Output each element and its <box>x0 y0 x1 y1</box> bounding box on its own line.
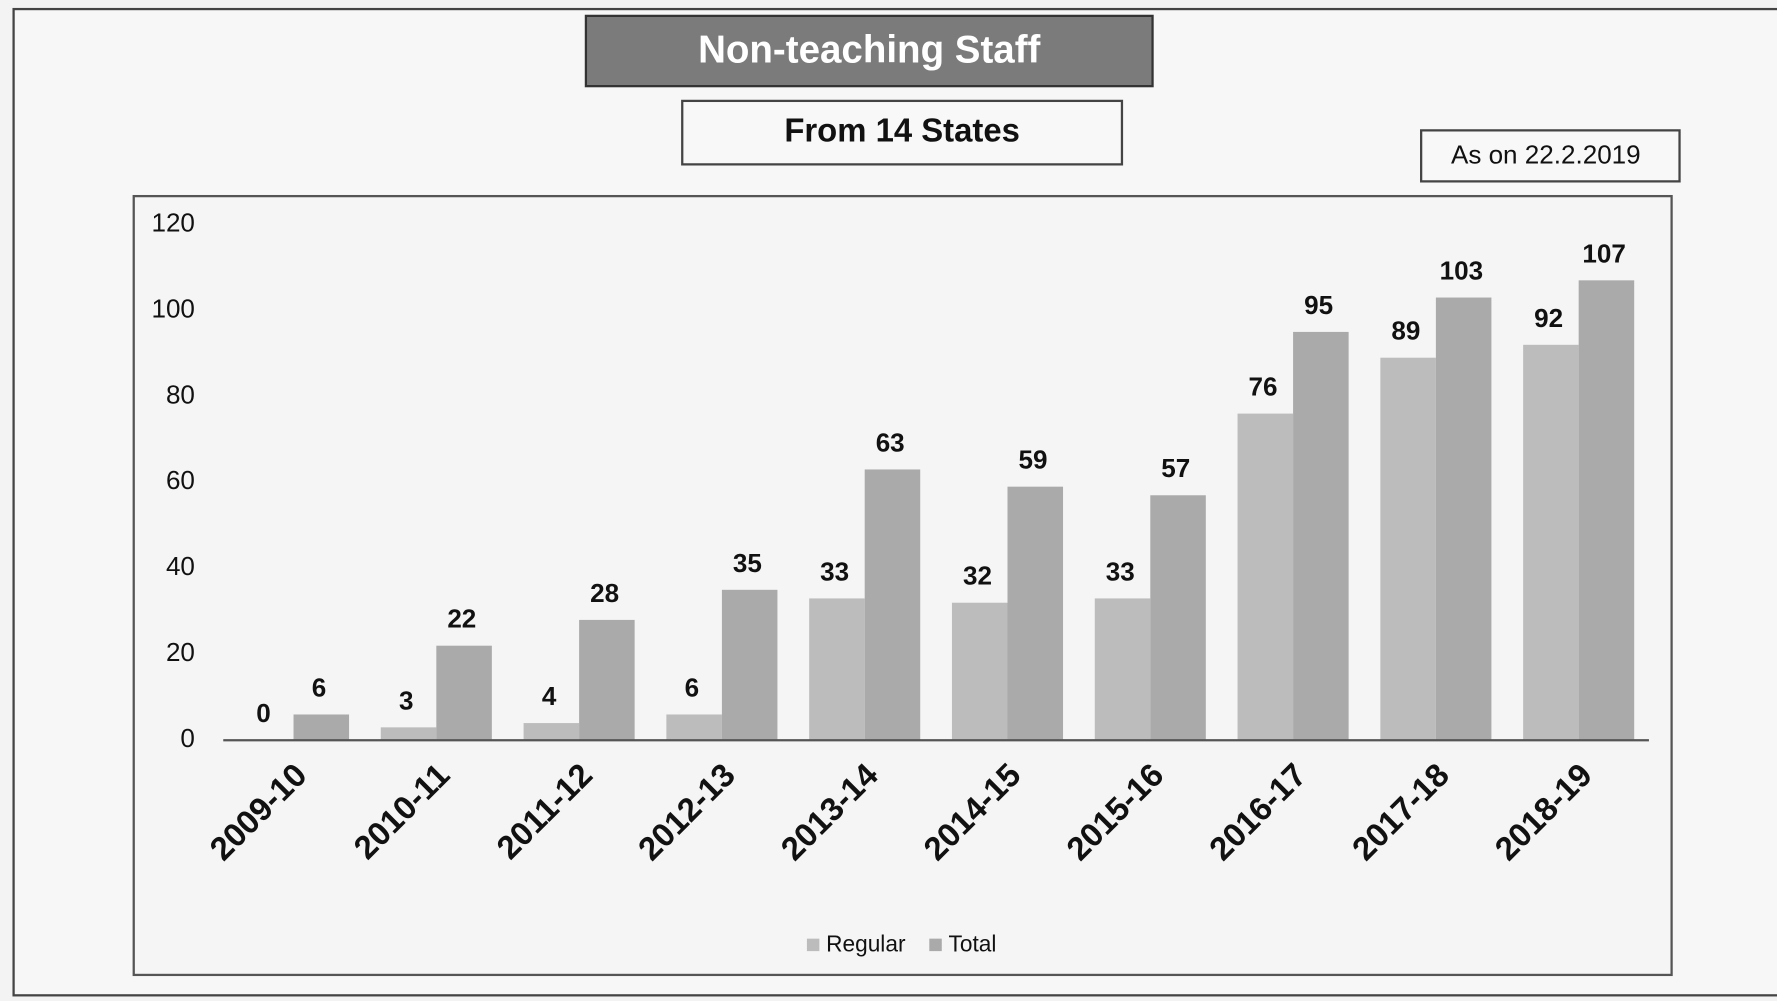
data-label: 57 <box>1161 453 1190 483</box>
data-label: 107 <box>1582 238 1625 268</box>
data-label: 6 <box>685 672 699 702</box>
subtitle-box <box>681 99 1124 166</box>
data-label: 76 <box>1249 372 1278 402</box>
data-label: 22 <box>447 604 476 634</box>
bar <box>951 602 1008 741</box>
bar <box>1380 357 1436 741</box>
bar <box>293 714 350 741</box>
bar <box>436 645 492 741</box>
data-label: 33 <box>820 556 849 586</box>
data-label: 63 <box>876 427 905 457</box>
bar <box>579 619 635 741</box>
bar <box>864 469 921 741</box>
bar <box>1435 297 1492 741</box>
bar <box>1293 331 1349 741</box>
bar <box>1578 280 1635 741</box>
bar <box>1237 413 1294 741</box>
y-tick-label: 120 <box>151 207 194 237</box>
data-label: 3 <box>399 685 413 715</box>
title-box <box>584 14 1154 88</box>
data-label: 103 <box>1440 255 1483 285</box>
data-label: 28 <box>590 578 619 608</box>
chart-subtitle: From 14 States <box>784 111 1020 148</box>
bar <box>666 714 722 741</box>
bar <box>380 727 437 741</box>
legend-swatch <box>806 938 820 952</box>
data-label: 6 <box>312 672 326 702</box>
bar <box>1007 486 1064 741</box>
legend-swatch <box>929 938 942 952</box>
annotation: As on 22.2.2019 <box>1451 139 1641 169</box>
data-label: 0 <box>256 698 270 728</box>
bar <box>1094 598 1151 741</box>
y-tick-label: 60 <box>166 465 195 495</box>
bar <box>721 589 778 741</box>
bar <box>523 723 580 741</box>
y-tick-label: 20 <box>166 637 195 667</box>
y-tick-label: 0 <box>180 723 194 753</box>
data-label: 59 <box>1019 445 1048 475</box>
data-label: 95 <box>1304 290 1333 320</box>
data-label: 92 <box>1534 303 1563 333</box>
data-label: 35 <box>733 548 762 578</box>
bar <box>1523 344 1579 741</box>
data-label: 4 <box>542 681 557 711</box>
data-label: 33 <box>1106 556 1135 586</box>
chart-title: Non-teaching Staff <box>698 28 1040 71</box>
data-label: 32 <box>963 561 992 591</box>
legend-label: Total <box>949 930 997 956</box>
y-tick-label: 40 <box>166 551 195 581</box>
bar <box>809 598 865 741</box>
y-tick-label: 80 <box>166 379 195 409</box>
y-tick-label: 100 <box>151 293 194 323</box>
legend-label: Regular <box>826 930 906 956</box>
data-label: 89 <box>1391 316 1420 346</box>
bar <box>1150 495 1206 741</box>
annotation-box <box>1420 129 1681 183</box>
